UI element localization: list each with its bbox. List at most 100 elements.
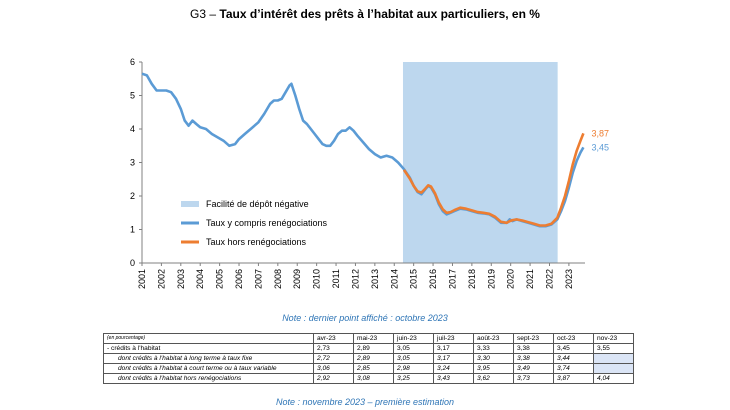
x-tick-label: 2018 xyxy=(467,269,477,289)
x-tick-label: 2017 xyxy=(447,269,457,289)
table-cell: 3,08 xyxy=(353,373,394,384)
month-header: oct-23 xyxy=(553,333,594,344)
shade-area xyxy=(402,62,558,263)
table-cell: 3,43 xyxy=(433,373,474,384)
table-cell: 3,44 xyxy=(553,353,594,364)
legend-label-hors: Taux hors renégociations xyxy=(206,237,307,247)
legend-swatch-shade xyxy=(181,201,199,207)
rates-table: (en pourcentage) avr-23 mai-23 juin-23 j… xyxy=(103,333,634,384)
table-cell-empty xyxy=(593,363,634,374)
table-cell-empty xyxy=(593,353,634,364)
table-cell: 3,17 xyxy=(433,343,474,354)
row-label: dont crédits à l'habitat hors renégociat… xyxy=(103,373,314,384)
x-tick-label: 2001 xyxy=(137,269,147,289)
month-header: juil-23 xyxy=(433,333,474,344)
series-line-incl xyxy=(141,72,585,228)
table-cell: 2,98 xyxy=(393,363,434,374)
table-row: dont crédits à l'habitat à long terme à … xyxy=(103,353,634,364)
table-cell: 3,05 xyxy=(393,353,434,364)
table-cell: 3,05 xyxy=(393,343,434,354)
table-cell: 3,62 xyxy=(473,373,514,384)
table-cell: 2,72 xyxy=(313,353,354,364)
end-label-incl: 3,45 xyxy=(591,142,609,152)
month-header: mai-23 xyxy=(353,333,394,344)
series-line-hors xyxy=(402,132,585,227)
x-tick-label: 2004 xyxy=(195,269,205,289)
table-row: - crédits à l'habitat 2,73 2,89 3,05 3,1… xyxy=(103,343,634,354)
y-tick-label: 4 xyxy=(130,124,135,134)
table-unit: (en pourcentage) xyxy=(103,333,314,344)
table-row: dont crédits à l'habitat hors renégociat… xyxy=(103,373,634,384)
month-header: nov-23 xyxy=(593,333,634,344)
note-last-point: Note : dernier point affiché : octobre 2… xyxy=(282,313,448,323)
y-tick-label: 2 xyxy=(130,191,135,201)
x-tick-label: 2009 xyxy=(292,269,302,289)
title-main: Taux d’intérêt des prêts à l’habitat aux… xyxy=(219,7,540,21)
x-tick-label: 2016 xyxy=(428,269,438,289)
table-header-row: (en pourcentage) avr-23 mai-23 juin-23 j… xyxy=(103,333,634,344)
row-label: dont crédits à l'habitat à court terme o… xyxy=(103,363,314,374)
axes-group: 0 1 2 3 4 5 6 2001 2002 2003 2004 2005 2006 2007 2008 2… xyxy=(130,57,585,289)
x-tick-label: 2012 xyxy=(350,269,360,289)
table-cell: 3,49 xyxy=(513,363,554,374)
legend-label-shade: Facilité de dépôt négative xyxy=(206,199,309,209)
table-cell: 2,73 xyxy=(313,343,354,354)
table-cell: 3,24 xyxy=(433,363,474,374)
month-header: août-23 xyxy=(473,333,514,344)
table-cell: 3,45 xyxy=(553,343,594,354)
table-cell: 3,87 xyxy=(553,373,594,384)
table-cell: 3,74 xyxy=(553,363,594,374)
month-header: juin-23 xyxy=(393,333,434,344)
month-header: avr-23 xyxy=(313,333,354,344)
table-cell: 3,95 xyxy=(473,363,514,374)
x-tick-label: 2013 xyxy=(370,269,380,289)
x-tick-label: 2008 xyxy=(273,269,283,289)
x-tick-label: 2019 xyxy=(486,269,496,289)
month-header: sept-23 xyxy=(513,333,554,344)
x-tick-label: 2021 xyxy=(525,269,535,289)
table-cell: 3,73 xyxy=(513,373,554,384)
x-tick-label: 2002 xyxy=(156,269,166,289)
chart-title: G3 – Taux d’intérêt des prêts à l’habita… xyxy=(0,7,730,21)
table-cell: 3,25 xyxy=(393,373,434,384)
x-tick-label: 2005 xyxy=(215,269,225,289)
legend-label-incl: Taux y compris renégociations xyxy=(206,218,328,228)
table-cell: 4,04 xyxy=(593,373,634,384)
x-tick-label: 2020 xyxy=(506,269,516,289)
shade-area-group xyxy=(402,62,558,263)
y-tick-label: 6 xyxy=(130,57,135,67)
y-tick-label: 0 xyxy=(130,258,135,268)
table-cell: 3,38 xyxy=(513,343,554,354)
note-estimate: Note : novembre 2023 – première estimati… xyxy=(275,397,455,407)
y-tick-label: 5 xyxy=(130,91,135,101)
title-prefix: G3 – xyxy=(190,7,220,21)
line-chart: 0 1 2 3 4 5 6 2001 2002 2003 2004 2005 2006 2007 2008 2… xyxy=(130,57,609,289)
x-tick-label: 2022 xyxy=(544,269,554,289)
x-tick-label: 2014 xyxy=(389,269,399,289)
x-tick-label: 2007 xyxy=(253,269,263,289)
table-row: dont crédits à l'habitat à court terme o… xyxy=(103,363,634,374)
x-tick-label: 2010 xyxy=(312,269,322,289)
x-tick-label: 2011 xyxy=(331,269,341,288)
y-tick-label: 1 xyxy=(130,225,135,235)
row-label: - crédits à l'habitat xyxy=(103,343,314,354)
table-cell: 2,89 xyxy=(353,343,394,354)
series-group: 3,45 3,87 xyxy=(141,72,609,228)
table-cell: 3,55 xyxy=(593,343,634,354)
y-tick-label: 3 xyxy=(130,158,135,168)
table-cell: 2,92 xyxy=(313,373,354,384)
table-cell: 3,06 xyxy=(313,363,354,374)
x-tick-label: 2003 xyxy=(176,269,186,289)
x-tick-label: 2023 xyxy=(564,269,574,289)
table-cell: 3,17 xyxy=(433,353,474,364)
x-tick-label: 2015 xyxy=(409,269,419,289)
table-cell: 3,33 xyxy=(473,343,514,354)
table-cell: 3,30 xyxy=(473,353,514,364)
legend: Facilité de dépôt négative Taux y compri… xyxy=(181,199,328,247)
row-label: dont crédits à l'habitat à long terme à … xyxy=(103,353,314,364)
table-cell: 3,38 xyxy=(513,353,554,364)
x-tick-label: 2006 xyxy=(234,269,244,289)
table-cell: 2,85 xyxy=(353,363,394,374)
table-cell: 2,89 xyxy=(353,353,394,364)
end-label-hors: 3,87 xyxy=(591,128,609,138)
